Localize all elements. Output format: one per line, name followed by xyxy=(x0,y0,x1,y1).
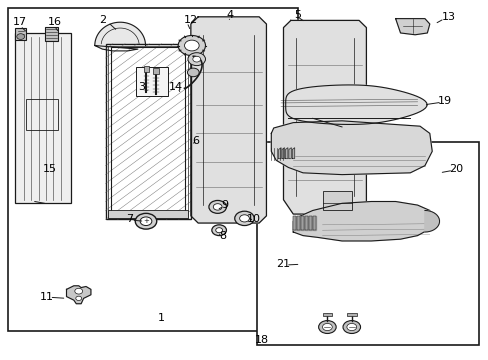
Text: 8: 8 xyxy=(219,231,225,240)
Circle shape xyxy=(208,201,226,213)
Circle shape xyxy=(192,56,200,62)
Bar xyxy=(26,99,58,130)
Text: 6: 6 xyxy=(192,136,199,145)
Polygon shape xyxy=(95,22,145,51)
Text: 19: 19 xyxy=(436,96,450,106)
Circle shape xyxy=(76,296,81,301)
Text: 11: 11 xyxy=(40,292,54,302)
Text: 20: 20 xyxy=(448,164,463,174)
Polygon shape xyxy=(292,148,294,158)
Circle shape xyxy=(211,225,226,235)
Text: 3: 3 xyxy=(138,82,145,92)
Text: 12: 12 xyxy=(183,15,198,26)
Circle shape xyxy=(318,320,335,333)
Circle shape xyxy=(184,40,199,51)
Bar xyxy=(15,33,71,203)
Circle shape xyxy=(346,323,356,330)
Bar xyxy=(256,142,478,345)
Text: +: + xyxy=(143,218,149,224)
Bar xyxy=(15,28,26,40)
Polygon shape xyxy=(301,216,304,230)
Bar xyxy=(136,67,167,96)
Polygon shape xyxy=(293,216,296,230)
Text: 18: 18 xyxy=(254,334,268,345)
Bar xyxy=(111,46,184,216)
Text: 4: 4 xyxy=(226,10,233,20)
Text: 5: 5 xyxy=(294,10,301,20)
Circle shape xyxy=(75,288,82,294)
Bar xyxy=(346,313,356,316)
Circle shape xyxy=(178,36,205,55)
Bar xyxy=(8,8,298,330)
Polygon shape xyxy=(395,19,429,35)
Circle shape xyxy=(17,34,24,40)
Polygon shape xyxy=(288,148,291,158)
Polygon shape xyxy=(285,148,287,158)
Polygon shape xyxy=(271,121,431,175)
Text: 17: 17 xyxy=(13,17,27,27)
Polygon shape xyxy=(282,148,284,158)
Polygon shape xyxy=(424,211,439,232)
Polygon shape xyxy=(308,216,311,230)
Polygon shape xyxy=(293,202,431,241)
Bar xyxy=(105,44,190,220)
Text: 1: 1 xyxy=(158,313,165,323)
Polygon shape xyxy=(285,85,426,125)
Polygon shape xyxy=(297,216,300,230)
Text: 14: 14 xyxy=(169,82,183,92)
Polygon shape xyxy=(190,17,266,223)
Text: 2: 2 xyxy=(100,15,106,26)
Circle shape xyxy=(140,217,152,226)
Bar xyxy=(322,313,331,316)
Bar xyxy=(105,44,190,220)
Circle shape xyxy=(239,215,249,222)
Circle shape xyxy=(342,320,360,333)
Circle shape xyxy=(135,213,157,229)
Circle shape xyxy=(187,53,205,66)
Polygon shape xyxy=(305,216,307,230)
Circle shape xyxy=(234,211,254,226)
Circle shape xyxy=(215,228,222,233)
Polygon shape xyxy=(312,216,315,230)
Circle shape xyxy=(322,323,331,330)
Bar xyxy=(143,66,149,72)
Text: 16: 16 xyxy=(47,17,61,27)
Text: 21: 21 xyxy=(276,259,290,269)
Polygon shape xyxy=(278,148,281,158)
Bar xyxy=(108,211,188,218)
Text: 9: 9 xyxy=(221,200,228,210)
Bar xyxy=(108,45,188,218)
Text: 10: 10 xyxy=(247,215,261,224)
Bar xyxy=(153,68,159,74)
Bar xyxy=(322,191,351,211)
Text: 13: 13 xyxy=(441,12,455,22)
Text: 15: 15 xyxy=(42,164,56,174)
Text: 7: 7 xyxy=(126,215,133,224)
Bar xyxy=(44,27,58,41)
Polygon shape xyxy=(283,21,366,214)
Circle shape xyxy=(187,68,199,77)
Circle shape xyxy=(213,204,222,210)
Polygon shape xyxy=(66,286,91,304)
